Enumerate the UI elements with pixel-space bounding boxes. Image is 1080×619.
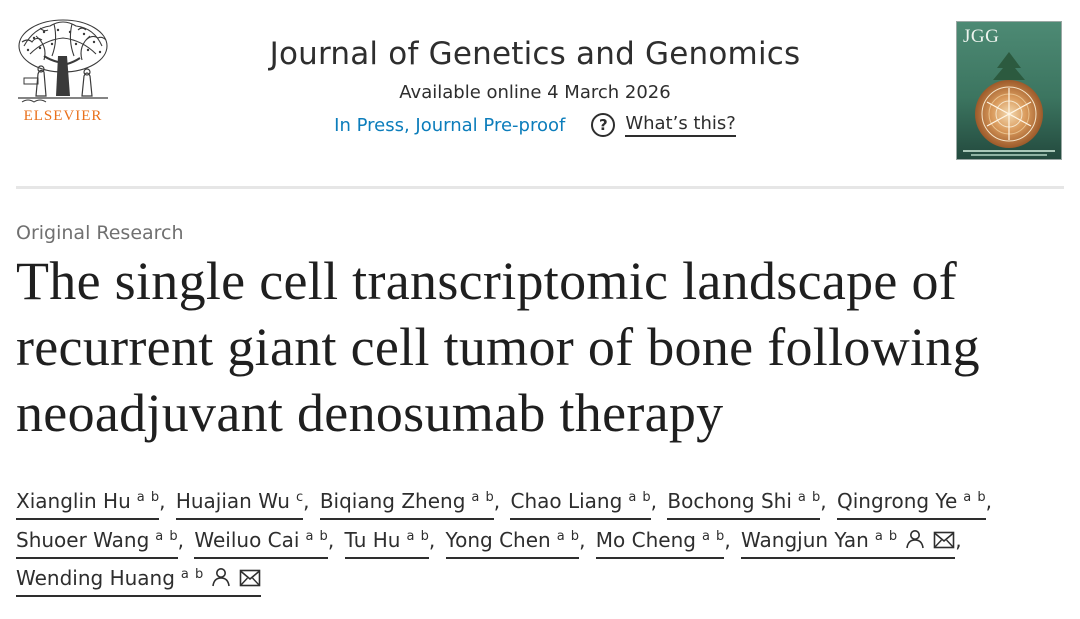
envelope-icon	[239, 569, 261, 587]
elsevier-tree-icon	[18, 19, 108, 103]
person-icon	[906, 529, 924, 548]
author-name: Qingrong Ye	[837, 489, 958, 513]
author-name: Chao Liang	[510, 489, 623, 513]
author-link[interactable]: Biqiang Zheng a b	[319, 489, 494, 520]
author-name: Huajian Wu	[175, 489, 290, 513]
author-name: Yong Chen	[445, 527, 551, 552]
author-name: Bochong Shi	[667, 489, 792, 513]
affiliation-marker: a b	[180, 567, 204, 582]
author-name: Xianglin Hu	[16, 489, 131, 513]
journal-title-link[interactable]: Journal of Genetics and Genomics	[269, 36, 801, 72]
author-name: Mo Cheng	[595, 527, 696, 552]
author-link[interactable]: Shuoer Wang a b	[16, 528, 178, 559]
author-separator: ,	[955, 527, 962, 552]
author-link[interactable]: Wangjun Yan a b	[741, 527, 956, 559]
affiliation-marker: a b	[155, 528, 178, 544]
author-name: Biqiang Zheng	[319, 489, 466, 513]
publisher-name: ELSEVIER	[23, 108, 103, 124]
author-separator: ,	[493, 489, 501, 513]
author-separator: ,	[820, 489, 827, 513]
journal-info: Journal of Genetics and Genomics Availab…	[230, 36, 840, 137]
author-name: Tu Hu	[344, 527, 401, 552]
affiliation-marker: a b	[701, 528, 725, 544]
author-name: Shuoer Wang	[16, 527, 150, 552]
envelope-icon	[933, 531, 955, 548]
affiliation-marker: a b	[874, 528, 898, 544]
person-icon	[212, 568, 231, 587]
author-name: Wending Huang	[16, 566, 175, 590]
author-separator: ,	[303, 489, 310, 513]
cover-abbreviation: JGG	[963, 26, 1000, 47]
article-header: ELSEVIER Journal of Genetics and Genomic…	[0, 0, 1080, 190]
author-link[interactable]: Bochong Shi a b	[667, 489, 821, 520]
author-separator: ,	[327, 527, 335, 552]
whats-this-label: What’s this?	[625, 113, 736, 137]
publisher-logo[interactable]: ELSEVIER	[14, 16, 112, 126]
author-separator: ,	[985, 489, 993, 513]
author-separator: ,	[724, 527, 731, 552]
author-link[interactable]: Tu Hu a b	[344, 527, 429, 559]
author-link[interactable]: Huajian Wu c	[175, 489, 304, 520]
journal-cover-art	[957, 22, 1061, 159]
question-circle-icon: ?	[591, 113, 616, 137]
author-list: Xianglin Hu a b, Huajian Wu c, Biqiang Zhe…	[16, 482, 1066, 598]
article-type: Original Research	[16, 222, 184, 244]
journal-cover-image[interactable]: JGG	[956, 21, 1062, 160]
whats-this-link[interactable]: ? What’s this?	[591, 113, 736, 137]
publication-status: In Press, Journal Pre-proof ? What’s thi…	[230, 113, 840, 137]
author-name: Weiluo Cai	[194, 527, 300, 552]
header-divider	[16, 186, 1064, 189]
affiliation-marker: a b	[406, 528, 429, 544]
in-press-link[interactable]: In Press, Journal Pre-proof	[334, 114, 566, 136]
author-separator: ,	[579, 527, 586, 552]
author-separator: ,	[177, 527, 185, 552]
author-link[interactable]: Mo Cheng a b	[595, 527, 725, 559]
author-link[interactable]: Yong Chen a b	[445, 527, 580, 559]
author-link[interactable]: Qingrong Ye a b	[837, 489, 986, 520]
affiliation-marker: a b	[963, 490, 986, 505]
affiliation-marker: a b	[471, 490, 494, 505]
author-link[interactable]: Chao Liang a b	[510, 489, 651, 520]
affiliation-marker: a b	[556, 528, 580, 544]
affiliation-marker: a b	[628, 490, 651, 505]
affiliation-marker: a b	[305, 528, 328, 544]
article-title: The single cell transcriptomic landscape…	[16, 251, 980, 443]
availability-date: Available online 4 March 2026	[399, 82, 671, 103]
author-name: Wangjun Yan	[741, 527, 869, 552]
author-link[interactable]: Weiluo Cai a b	[194, 527, 328, 559]
affiliation-marker: c	[295, 490, 304, 505]
author-separator: ,	[650, 489, 658, 513]
author-link[interactable]: Wending Huang a b	[16, 565, 262, 597]
author-separator: ,	[159, 489, 166, 513]
author-separator: ,	[428, 527, 436, 552]
affiliation-marker: a b	[136, 490, 160, 505]
affiliation-marker: a b	[797, 490, 821, 505]
author-link[interactable]: Xianglin Hu a b	[16, 489, 160, 520]
